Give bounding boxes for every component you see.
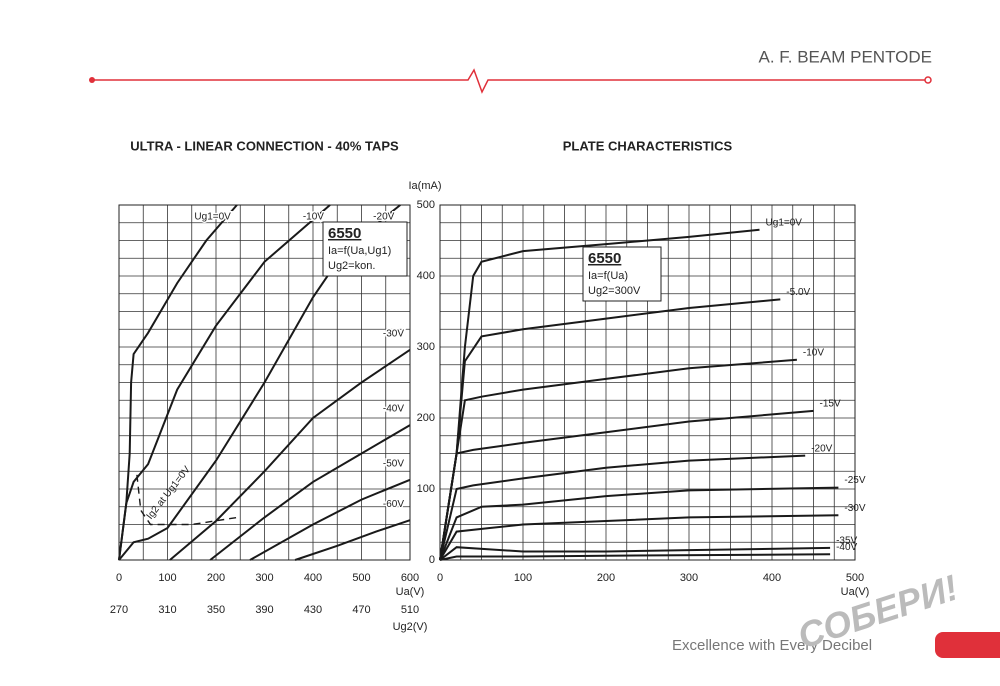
x2-tick-label: 430 <box>304 604 322 616</box>
curve-label: -50V <box>383 458 404 469</box>
x-tick-label: 200 <box>207 572 225 584</box>
x2-axis-label: Ug2(V) <box>393 621 428 633</box>
chart-title: ULTRA - LINEAR CONNECTION - 40% TAPS <box>130 138 399 153</box>
x2-tick-label: 470 <box>352 604 370 616</box>
curve <box>209 424 411 561</box>
footer-tab <box>935 632 1000 658</box>
curve-label: -40V <box>383 404 404 415</box>
x-tick-label: 300 <box>680 572 698 584</box>
annotation-box <box>322 221 408 277</box>
rule-dot <box>924 76 932 84</box>
y-tick-label: 100 <box>417 483 435 495</box>
curve <box>439 486 839 561</box>
x-axis-label: Ua(V) <box>396 586 425 598</box>
annotation-condition: Ug2=kon. <box>328 260 375 272</box>
x2-tick-label: 390 <box>255 604 273 616</box>
annotation-formula: Ia=f(Ua,Ug1) <box>328 245 391 257</box>
curve-label: -40V <box>836 542 857 553</box>
curve <box>439 298 781 561</box>
curve <box>169 348 411 561</box>
curve <box>136 474 238 526</box>
curve <box>439 358 797 561</box>
curve <box>439 454 806 561</box>
annotation-box <box>582 246 662 302</box>
curve-label: -10V <box>303 212 324 223</box>
x-tick-label: 400 <box>304 572 322 584</box>
y-tick-label: 200 <box>417 412 435 424</box>
y-tick-label: 400 <box>417 270 435 282</box>
header-title: A. F. BEAM PENTODE <box>758 47 932 66</box>
curve <box>439 409 814 561</box>
curve-label: -10V <box>803 347 824 358</box>
x-tick-label: 100 <box>514 572 532 584</box>
x-tick-label: 100 <box>158 572 176 584</box>
curve-label: Ig2 at Ug1=0V <box>145 464 193 522</box>
curve-label: -35V <box>836 536 857 547</box>
footer-tagline: Excellence with Every Decibel <box>672 637 872 654</box>
y-tick-label: 500 <box>417 199 435 211</box>
annotation-tube: 6550 <box>328 225 361 242</box>
annotation-formula: Ia=f(Ua) <box>588 270 628 282</box>
curve <box>294 519 411 561</box>
curve-label: -15V <box>820 399 841 410</box>
x2-tick-label: 510 <box>401 604 419 616</box>
curve-label: -20V <box>373 212 394 223</box>
x-tick-label: 0 <box>437 572 443 584</box>
annotation-tube: 6550 <box>588 250 621 267</box>
chart-title: PLATE CHARACTERISTICS <box>563 138 733 153</box>
curve-label: Ug1=0V <box>766 217 803 228</box>
curve <box>439 514 839 561</box>
x2-tick-label: 350 <box>207 604 225 616</box>
header-rule <box>92 68 928 94</box>
y-axis-label: Ia(mA) <box>409 180 442 192</box>
curve-label: -30V <box>383 328 404 339</box>
curve <box>439 553 831 561</box>
y-tick-label: 300 <box>417 341 435 353</box>
plot-border <box>439 204 856 561</box>
x-tick-label: 500 <box>352 572 370 584</box>
x-tick-label: 300 <box>255 572 273 584</box>
curve <box>439 546 831 561</box>
x-tick-label: 600 <box>401 572 419 584</box>
curve <box>118 204 331 561</box>
x-tick-label: 200 <box>597 572 615 584</box>
curve-label: -5.0V <box>786 287 810 298</box>
x2-tick-label: 310 <box>158 604 176 616</box>
curve <box>118 204 238 561</box>
y-tick-label: 0 <box>429 554 435 566</box>
x-tick-label: 400 <box>763 572 781 584</box>
curve-label: -60V <box>383 499 404 510</box>
x-tick-label: 500 <box>846 572 864 584</box>
x-axis-label: Ua(V) <box>841 586 870 598</box>
curve-label: -20V <box>811 443 832 454</box>
rule-dot <box>89 77 95 83</box>
x-tick-label: 0 <box>116 572 122 584</box>
x2-tick-label: 270 <box>110 604 128 616</box>
curve-label: Ug1=0V <box>194 212 231 223</box>
curve <box>249 478 411 561</box>
plot-border <box>118 204 411 561</box>
annotation-condition: Ug2=300V <box>588 285 641 297</box>
